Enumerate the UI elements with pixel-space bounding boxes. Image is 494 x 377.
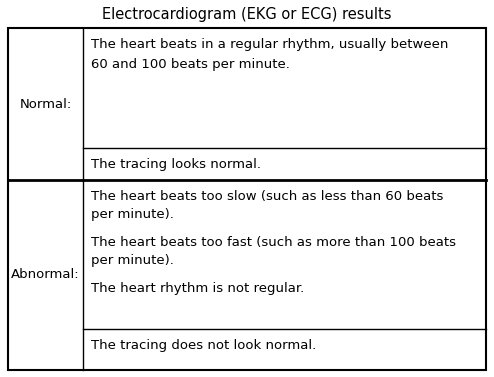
Text: The heart beats too slow (such as less than 60 beats: The heart beats too slow (such as less t…: [91, 190, 444, 203]
Text: The tracing looks normal.: The tracing looks normal.: [91, 158, 261, 171]
Text: per minute).: per minute).: [91, 208, 174, 221]
Text: The tracing does not look normal.: The tracing does not look normal.: [91, 339, 316, 352]
Text: The heart beats in a regular rhythm, usually between: The heart beats in a regular rhythm, usu…: [91, 38, 449, 51]
Text: Abnormal:: Abnormal:: [11, 268, 80, 282]
Text: The heart beats too fast (such as more than 100 beats: The heart beats too fast (such as more t…: [91, 236, 456, 249]
Text: Electrocardiogram (EKG or ECG) results: Electrocardiogram (EKG or ECG) results: [102, 8, 392, 23]
Text: 60 and 100 beats per minute.: 60 and 100 beats per minute.: [91, 58, 290, 71]
Text: The heart rhythm is not regular.: The heart rhythm is not regular.: [91, 282, 304, 295]
Text: per minute).: per minute).: [91, 254, 174, 267]
Text: Normal:: Normal:: [19, 98, 72, 110]
